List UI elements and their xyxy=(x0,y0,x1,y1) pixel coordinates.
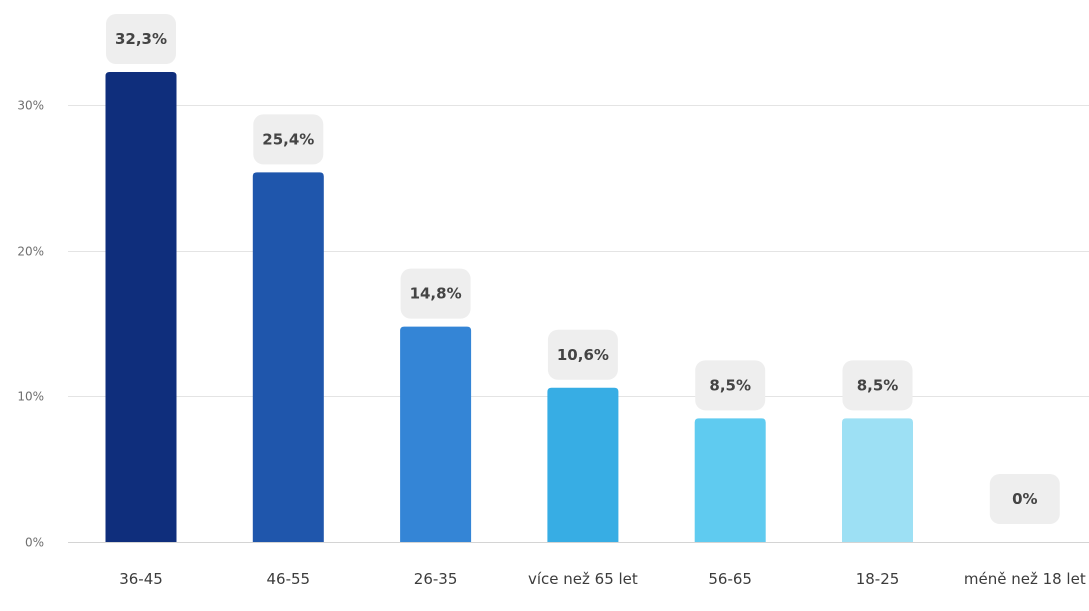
data-label-pill xyxy=(547,329,618,380)
x-axis-categories: 36-45 46-55 26-35 více než 65 let 56-65 18-25… xyxy=(119,570,1086,588)
bars xyxy=(105,72,913,543)
data-labels: 32,3% 25,4% 14,8% 10,6% 8,5% 8,5% 0% xyxy=(106,14,1060,524)
x-category-label: 56-65 xyxy=(708,570,752,588)
data-label-pill xyxy=(253,114,324,165)
x-category-label: 46-55 xyxy=(267,570,311,588)
bar-1 xyxy=(252,172,324,543)
data-label: 14,8% xyxy=(410,285,462,303)
x-category-label: 36-45 xyxy=(119,570,163,588)
grid-layer xyxy=(68,105,1089,543)
data-label: 8,5% xyxy=(857,376,899,394)
y-axis-ticks: 0% 10% 20% 30% xyxy=(17,99,44,550)
data-label-pill xyxy=(400,268,471,319)
y-tick-label: 0% xyxy=(25,536,44,550)
x-category-label: 26-35 xyxy=(414,570,458,588)
data-label-pill xyxy=(989,474,1060,524)
data-label: 0% xyxy=(1012,490,1037,508)
bar-2 xyxy=(400,326,472,542)
data-label: 25,4% xyxy=(262,130,314,148)
data-label: 10,6% xyxy=(557,346,609,364)
bar-0 xyxy=(105,72,177,542)
y-tick-label: 20% xyxy=(17,245,44,259)
data-label-pill xyxy=(695,360,766,411)
y-tick-label: 10% xyxy=(17,390,44,404)
x-category-label: 18-25 xyxy=(856,570,900,588)
bar-4 xyxy=(694,418,766,542)
data-label-pill xyxy=(842,360,913,411)
bar-5 xyxy=(842,418,913,542)
x-category-label: méně než 18 let xyxy=(964,570,1086,588)
bar-3 xyxy=(547,387,619,542)
data-label-pill xyxy=(106,14,176,64)
x-category-label: více než 65 let xyxy=(528,570,638,588)
y-tick-label: 30% xyxy=(17,99,44,113)
data-label: 32,3% xyxy=(115,30,167,48)
data-label: 8,5% xyxy=(709,376,751,394)
